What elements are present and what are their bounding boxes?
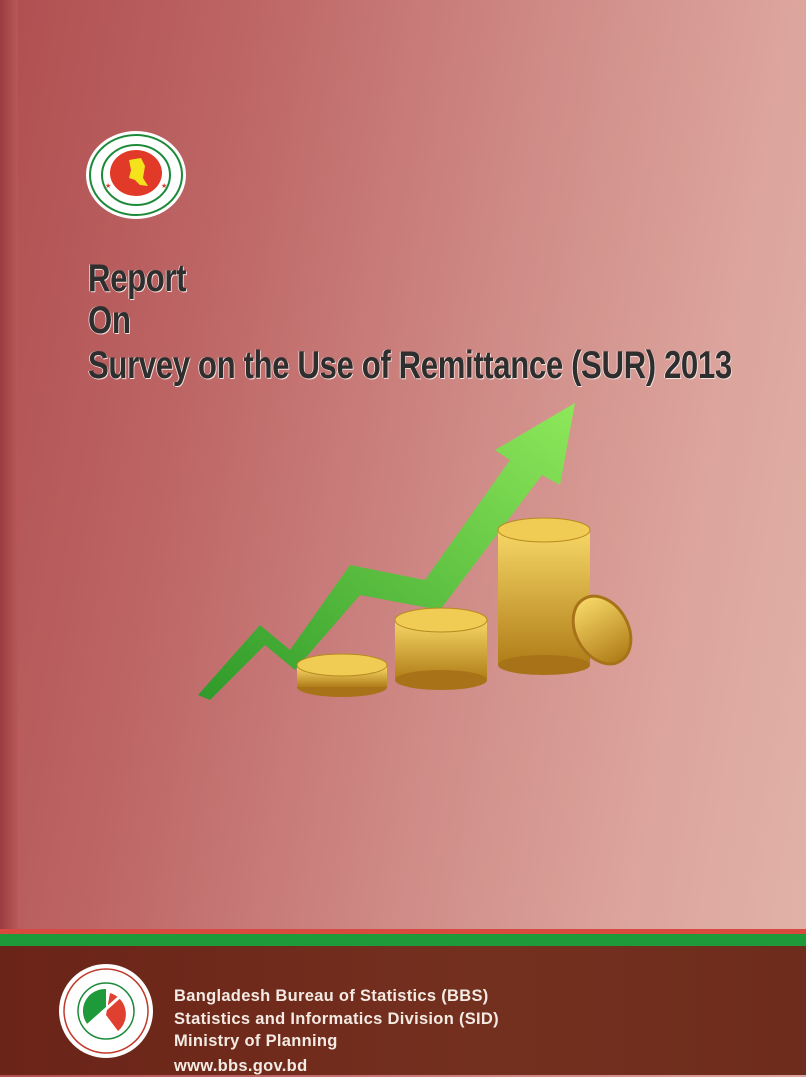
coin-stack-medium bbox=[395, 608, 487, 690]
government-seal: ★ ★ bbox=[85, 130, 187, 220]
bbs-logo bbox=[58, 963, 154, 1059]
growth-arrow-coins-illustration bbox=[190, 395, 640, 705]
title-line-on: On bbox=[88, 300, 732, 342]
green-divider-band bbox=[0, 934, 806, 946]
publisher-name: Bangladesh Bureau of Statistics (BBS) bbox=[174, 985, 499, 1008]
title-line-survey: Survey on the Use of Remittance (SUR) 20… bbox=[88, 345, 732, 387]
publisher-info: Bangladesh Bureau of Statistics (BBS) St… bbox=[174, 985, 499, 1077]
svg-text:★: ★ bbox=[161, 182, 167, 190]
website-url: www.bbs.gov.bd bbox=[174, 1055, 499, 1077]
title-line-report: Report bbox=[88, 258, 732, 300]
coin-stack-tall bbox=[498, 518, 590, 675]
division-name: Statistics and Informatics Division (SID… bbox=[174, 1008, 499, 1031]
report-title: Report On Survey on the Use of Remittanc… bbox=[88, 258, 732, 387]
coin-stack-small bbox=[297, 654, 387, 697]
svg-text:★: ★ bbox=[105, 182, 111, 190]
book-spine-shadow bbox=[0, 0, 18, 935]
ministry-name: Ministry of Planning bbox=[174, 1030, 499, 1053]
